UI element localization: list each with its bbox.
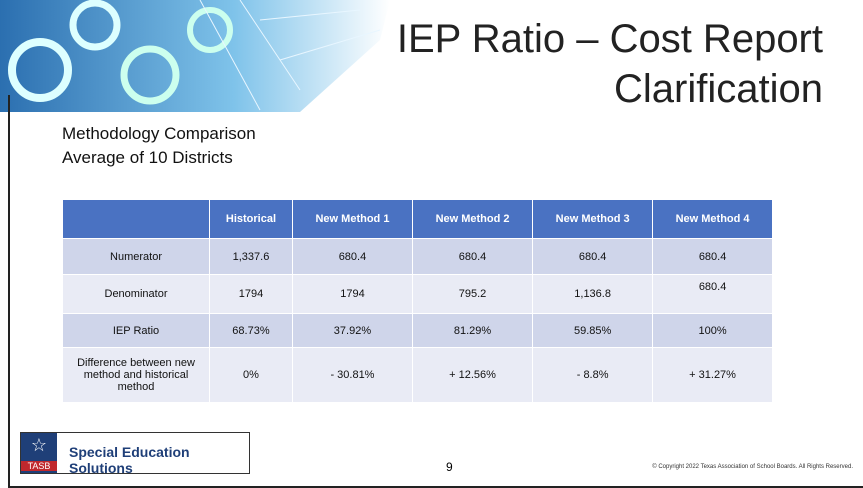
cell: 795.2 [413,275,533,314]
cell: 680.4 [653,275,772,314]
cell: 680.4 [413,239,533,275]
page-number: 9 [446,460,453,474]
decorative-banner [0,0,390,112]
subtitle-line: Average of 10 Districts [62,146,256,170]
cell: 68.73% [210,314,293,348]
row-label: Difference between new method and histor… [63,348,210,402]
column-header: New Method 2 [413,200,533,239]
cell: + 12.56% [413,348,533,402]
column-header: New Method 3 [533,200,653,239]
cell: 59.85% [533,314,653,348]
cell: 1794 [210,275,293,314]
row-label: IEP Ratio [63,314,210,348]
column-header: New Method 4 [653,200,772,239]
cell: 680.4 [292,239,412,275]
cell: 1,337.6 [210,239,293,275]
copyright: © Copyright 2022 Texas Association of Sc… [652,464,853,470]
cell: 100% [653,314,772,348]
subtitle-line: Methodology Comparison [62,122,256,146]
cell: - 8.8% [533,348,653,402]
logo: ☆TASB Special Education Solutions [20,432,250,474]
title-line: Clarification [397,64,823,114]
row-label: Denominator [63,275,210,314]
cell: 680.4 [653,239,772,275]
title-line: IEP Ratio – Cost Report [397,14,823,64]
column-header: Historical [210,200,293,239]
cell: + 31.27% [653,348,772,402]
logo-text: Special Education Solutions [69,444,249,476]
badge-text: TASB [21,461,57,471]
corner-cell [63,200,210,239]
logo-badge: ☆TASB [21,433,57,473]
subtitle: Methodology Comparison Average of 10 Dis… [62,122,256,170]
border [8,95,10,488]
cell: 1794 [292,275,412,314]
slide-title: IEP Ratio – Cost Report Clarification [397,14,823,114]
cell: 37.92% [292,314,412,348]
cell: 1,136.8 [533,275,653,314]
slide: IEP Ratio – Cost Report Clarification Me… [0,0,863,488]
column-header: New Method 1 [292,200,412,239]
table-row: Difference between new method and histor… [63,348,773,402]
cell: 81.29% [413,314,533,348]
cell: - 30.81% [292,348,412,402]
cell: 0% [210,348,293,402]
cell: 680.4 [533,239,653,275]
row-label: Numerator [63,239,210,275]
